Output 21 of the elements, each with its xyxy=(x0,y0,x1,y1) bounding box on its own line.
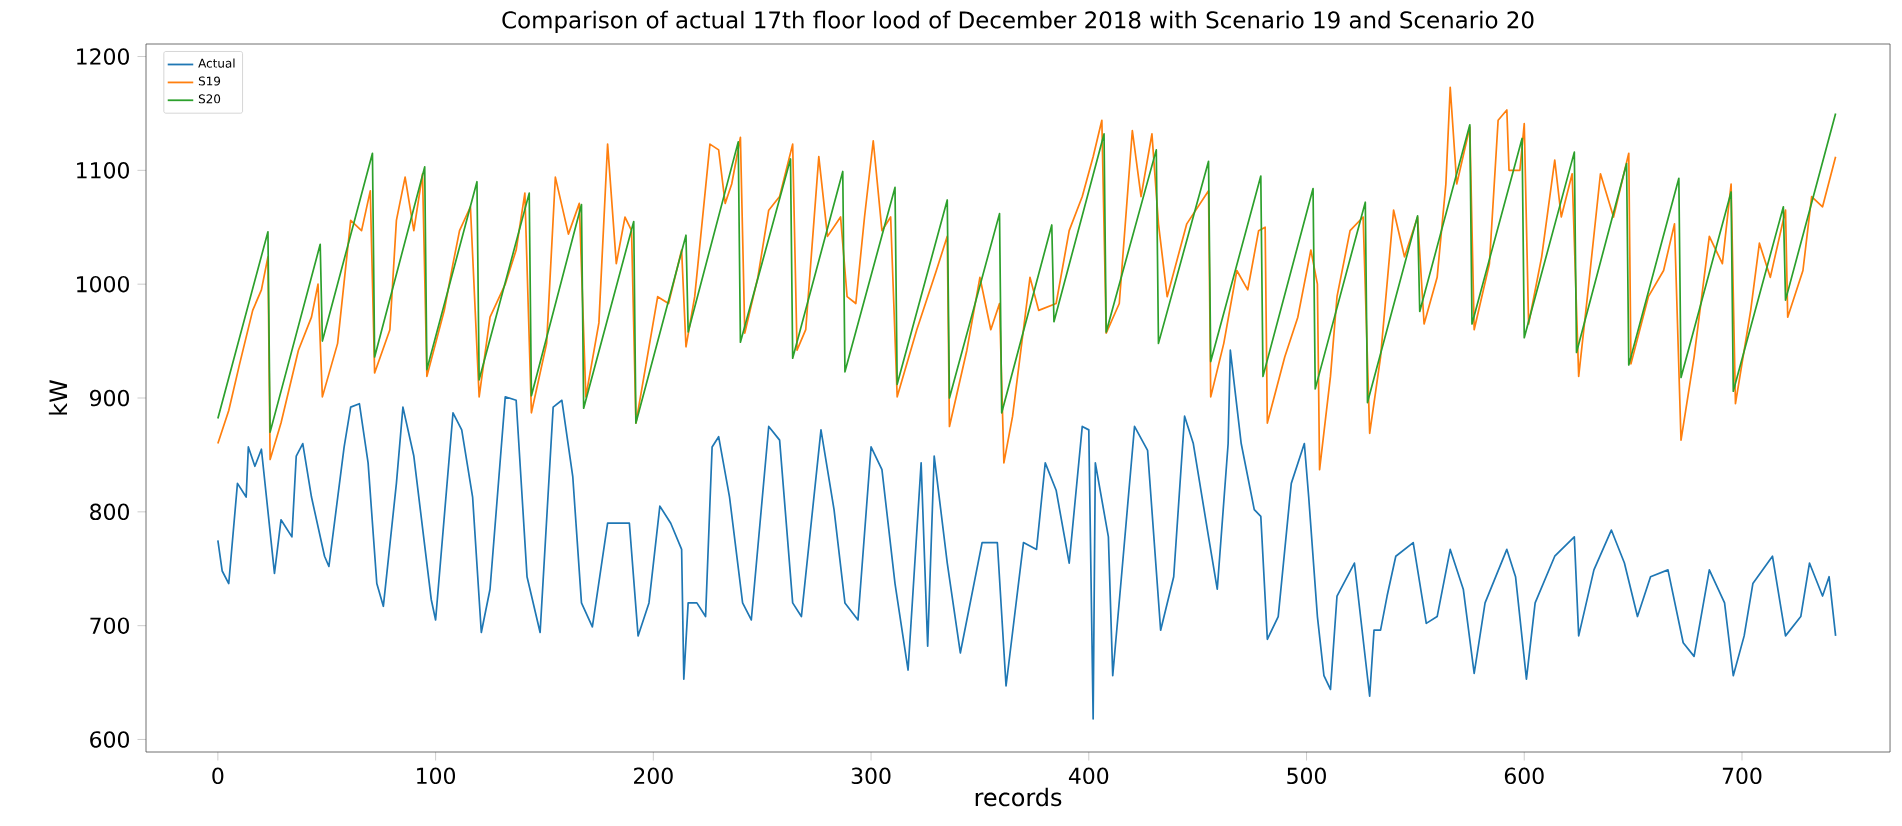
x-tick-label: 100 xyxy=(417,767,456,785)
line-series xyxy=(217,349,1837,720)
y-tick-label: 700 xyxy=(90,617,129,634)
chart-title: Comparison of actual 17th floor lood of December 2018 with Scenario 19 and Scenario 20 xyxy=(502,10,1534,33)
y-tick-label: 1200 xyxy=(77,48,129,65)
y-tick-label: 800 xyxy=(90,503,129,521)
x-tick-label: 700 xyxy=(1722,767,1762,785)
y-tick-label: 900 xyxy=(90,389,129,407)
x-tick-label: 200 xyxy=(634,767,673,785)
line-series xyxy=(217,112,1837,433)
y-tick-label: 1000 xyxy=(77,275,129,293)
x-tick-label: 400 xyxy=(1068,767,1109,785)
x-tick-label: 600 xyxy=(1504,767,1544,785)
y-tick-label: 1100 xyxy=(77,162,129,179)
x-tick-label: 500 xyxy=(1287,767,1326,785)
line-series xyxy=(217,86,1837,471)
x-axis-title: records xyxy=(975,787,1062,807)
x-tick-label: 0 xyxy=(212,767,224,785)
x-tick-label: 300 xyxy=(851,767,891,785)
y-axis-title: kW xyxy=(48,380,68,415)
y-tick-label: 600 xyxy=(90,731,129,748)
